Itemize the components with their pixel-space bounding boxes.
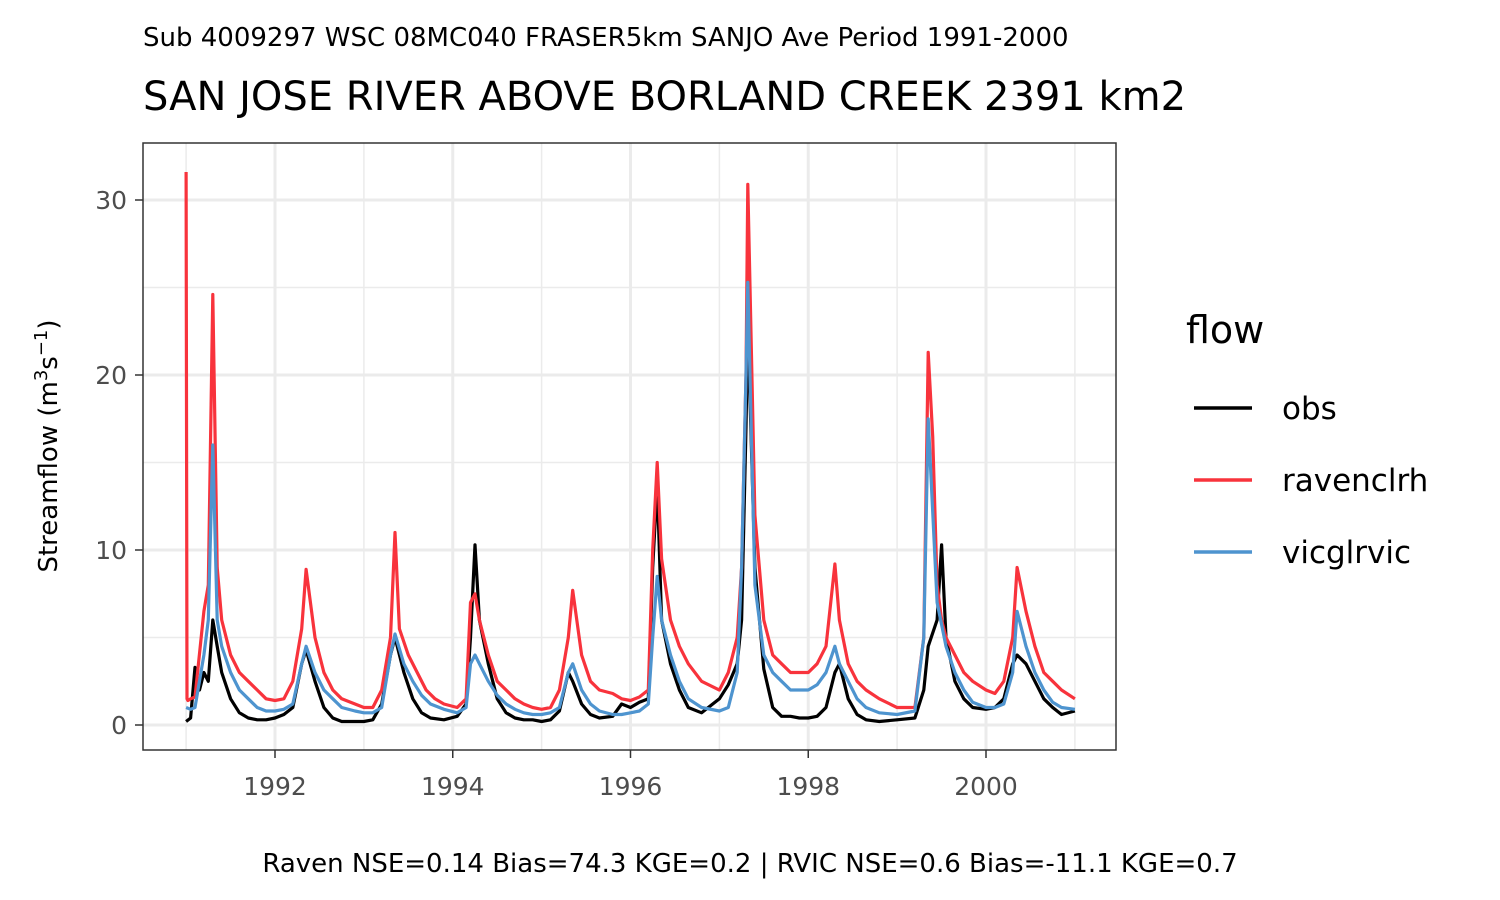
axes-group: 1992 1994 1996 1998 2000 0 10 20 30	[95, 186, 1018, 801]
legend-item-ravenclrh: ravenclrh	[1194, 463, 1428, 499]
series-line-ravenclrh	[184, 171, 1076, 711]
legend-label: ravenclrh	[1282, 463, 1428, 499]
series-line-vicglrvic	[185, 280, 1076, 717]
legend-label: vicglrvic	[1282, 535, 1411, 571]
chart-subtitle: Sub 4009297 WSC 08MC040 FRASER5km SANJO …	[143, 23, 1069, 53]
y-tick-label: 0	[111, 711, 127, 740]
legend-label: obs	[1282, 391, 1337, 427]
y-tick-label: 30	[95, 186, 127, 215]
x-tick-label: 1998	[776, 772, 840, 801]
y-axis-label: Streamflow (m3s−1)	[31, 319, 64, 572]
x-tick-label: 2000	[954, 772, 1018, 801]
plot-border	[142, 142, 1117, 751]
chart-title: SAN JOSE RIVER ABOVE BORLAND CREEK 2391 …	[143, 74, 1186, 120]
grid-lines	[143, 143, 1116, 750]
x-tick-label: 1992	[243, 772, 307, 801]
legend-item-vicglrvic: vicglrvic	[1194, 535, 1411, 571]
y-tick-label: 20	[95, 361, 127, 390]
series-group	[184, 171, 1076, 724]
legend-title: flow	[1186, 308, 1264, 352]
x-tick-label: 1994	[421, 772, 485, 801]
x-tick-label: 1996	[599, 772, 663, 801]
legend: flow obs ravenclrh vicglrvic	[1186, 308, 1428, 571]
y-tick-label: 10	[95, 536, 127, 565]
chart-caption: Raven NSE=0.14 Bias=74.3 KGE=0.2 | RVIC …	[262, 849, 1237, 879]
legend-item-obs: obs	[1194, 391, 1337, 427]
